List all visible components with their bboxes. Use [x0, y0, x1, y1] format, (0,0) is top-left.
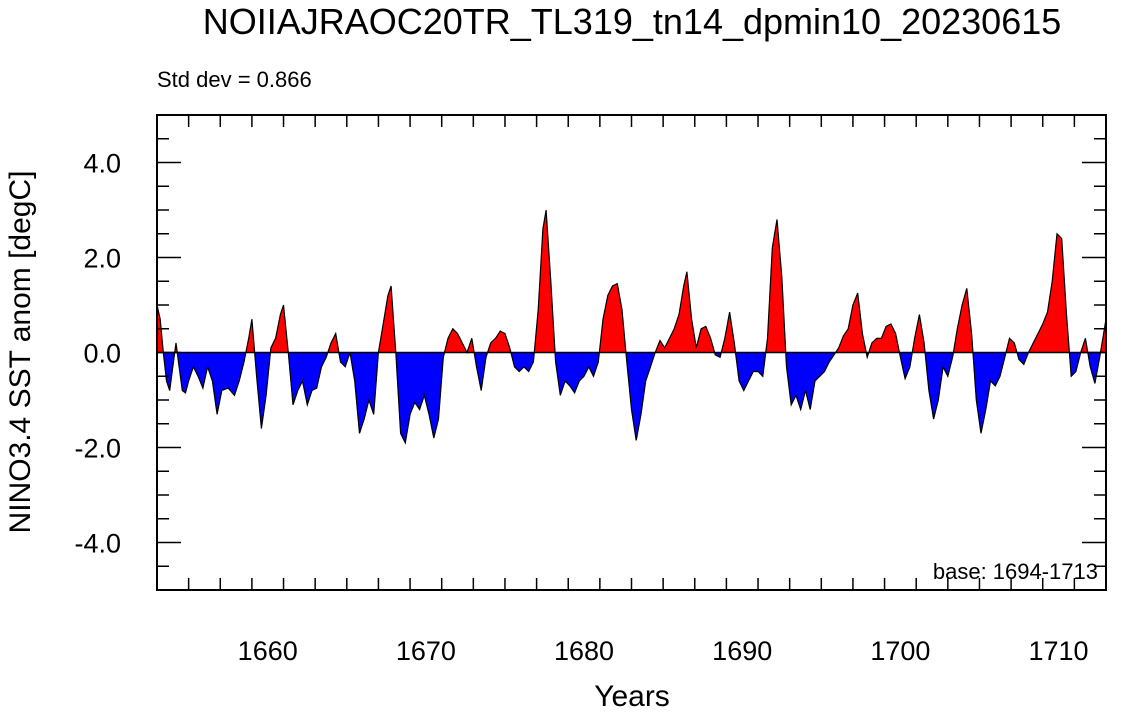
- positive-anomaly-fill: [1051, 233, 1058, 353]
- anomaly-curve: [156, 209, 1107, 445]
- positive-anomaly-fill: [678, 285, 684, 353]
- positive-anomaly-fill: [957, 304, 963, 353]
- positive-anomaly-fill: [542, 209, 547, 353]
- y-tick-label: 2.0: [83, 244, 121, 274]
- positive-anomaly-fill: [1032, 333, 1039, 353]
- x-tick-label: 1670: [396, 636, 456, 666]
- positive-anomaly-fill: [876, 337, 882, 353]
- positive-anomaly-fill: [771, 219, 778, 353]
- y-tick-label: 4.0: [83, 149, 121, 179]
- positive-anomaly-fill: [330, 333, 337, 353]
- y-tick-label: -4.0: [74, 529, 121, 559]
- x-tick-label: 1690: [712, 636, 772, 666]
- x-tick-labels: 1660 1670 1680 1690 1700 1710: [238, 636, 1089, 666]
- axis-ticks: [156, 114, 1107, 591]
- x-tick-label: 1710: [1029, 636, 1089, 666]
- positive-anomaly-fill: [1056, 233, 1063, 353]
- positive-anomaly-fill: [602, 295, 609, 353]
- negative-anomaly-fill: [311, 352, 318, 391]
- negative-anomaly-fill: [221, 352, 229, 391]
- positive-anomaly-fill: [1047, 281, 1053, 353]
- base-period-label: base: 1694-1713: [933, 559, 1098, 584]
- negative-anomaly-fill: [207, 352, 213, 382]
- negative-anomaly-fill: [400, 352, 406, 443]
- negative-anomaly-fill: [302, 352, 308, 405]
- chart-title: NOIIAJRAOC20TR_TL319_tn14_dpmin10_202306…: [203, 1, 1062, 42]
- positive-anomaly-fill: [457, 333, 463, 353]
- positive-anomaly-fill: [705, 326, 711, 353]
- y-tick-label: 0.0: [83, 339, 121, 369]
- positive-anomaly-fill: [881, 326, 887, 353]
- negative-anomaly-fill: [990, 352, 996, 387]
- positive-anomaly-fill: [700, 325, 707, 353]
- positive-anomaly-fill: [612, 283, 618, 353]
- negative-anomaly-fill: [645, 352, 651, 382]
- x-axis-label: Years: [594, 680, 670, 713]
- negative-anomaly-fill: [528, 352, 534, 372]
- x-tick-label: 1700: [870, 636, 930, 666]
- negative-anomaly-fill: [368, 352, 374, 415]
- y-tick-label: -2.0: [74, 434, 121, 464]
- negative-anomaly-fill: [182, 352, 186, 394]
- negative-anomaly-fill: [188, 352, 194, 382]
- y-tick-labels: 4.0 2.0 0.0 -2.0 -4.0: [74, 149, 121, 559]
- negative-anomaly-fill: [414, 352, 420, 411]
- negative-anomaly-fill: [752, 352, 759, 372]
- negative-anomaly-fill: [824, 352, 830, 372]
- x-tick-label: 1660: [238, 636, 298, 666]
- positive-anomaly-fill: [847, 304, 854, 353]
- positive-anomaly-fill: [885, 323, 892, 353]
- negative-anomaly-fill: [904, 352, 911, 379]
- y-axis-label: NINO3.4 SST anom [degC]: [4, 171, 37, 534]
- std-dev-label: Std dev = 0.866: [157, 67, 312, 92]
- positive-anomaly-fill: [607, 285, 613, 353]
- positive-anomaly-fill: [545, 209, 552, 353]
- negative-anomaly-fill: [809, 352, 816, 410]
- negative-anomaly-fill: [985, 352, 991, 410]
- positive-anomaly-fill: [499, 330, 506, 353]
- x-tick-label: 1680: [554, 636, 614, 666]
- plot-frame: [156, 114, 1107, 591]
- negative-anomaly-fill: [928, 352, 934, 420]
- negative-anomaly-fill: [433, 352, 439, 439]
- positive-anomaly-fill: [776, 219, 783, 353]
- positive-anomaly-fill: [382, 295, 389, 353]
- negative-anomaly-fill: [261, 352, 267, 429]
- negative-anomaly-fill: [976, 352, 982, 434]
- negative-anomaly-fill: [564, 352, 571, 387]
